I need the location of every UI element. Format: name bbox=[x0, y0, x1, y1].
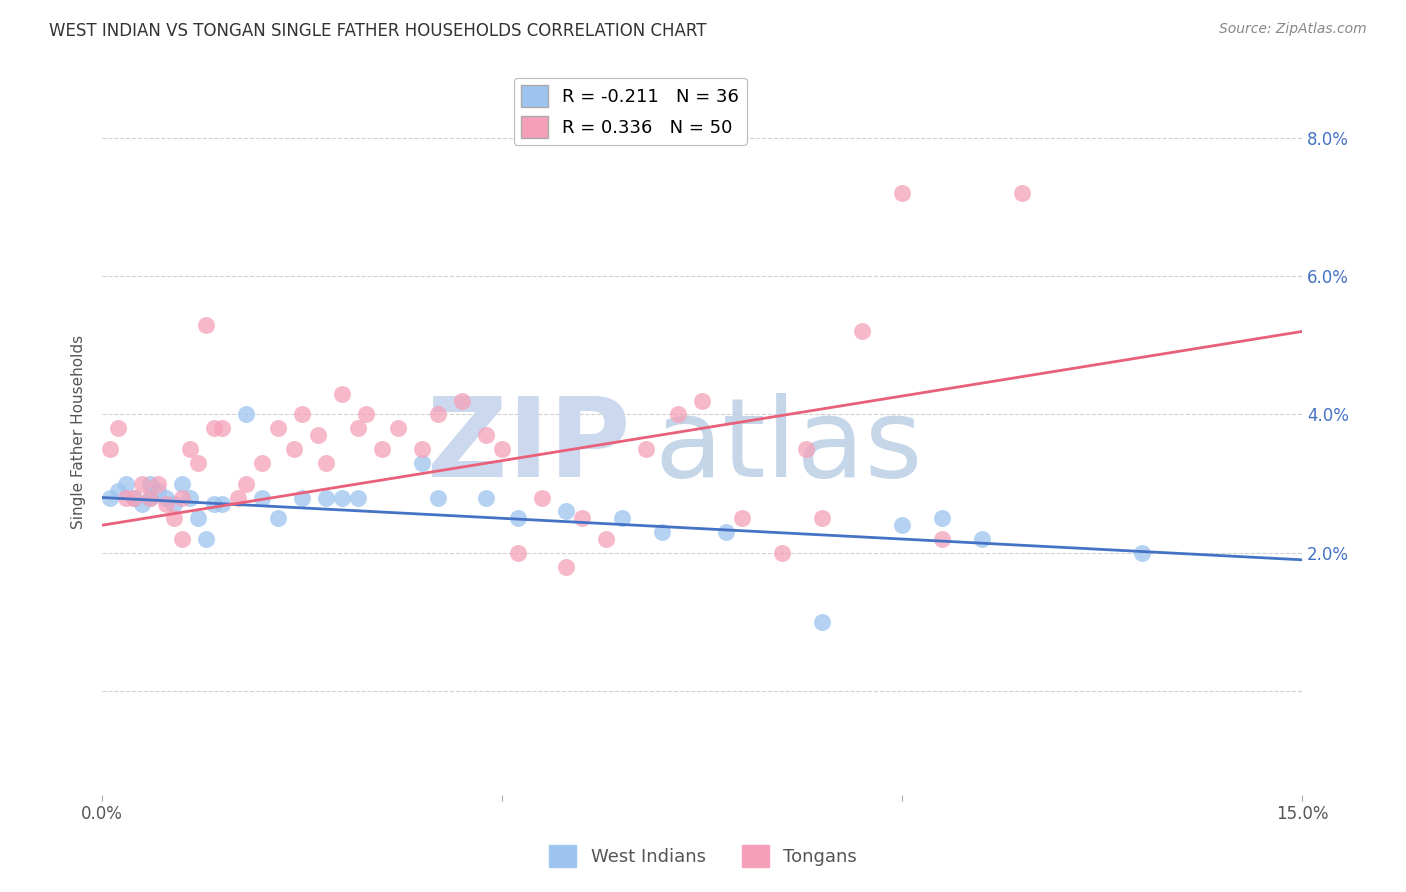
Point bbox=[651, 525, 673, 540]
Point bbox=[139, 476, 162, 491]
Point bbox=[148, 476, 170, 491]
Point bbox=[770, 546, 793, 560]
Point bbox=[211, 421, 233, 435]
Point bbox=[172, 476, 194, 491]
Point bbox=[555, 559, 578, 574]
Point bbox=[115, 476, 138, 491]
Point bbox=[98, 442, 121, 456]
Point bbox=[291, 491, 314, 505]
Point bbox=[811, 511, 834, 525]
Point bbox=[139, 491, 162, 505]
Point bbox=[610, 511, 633, 525]
Point bbox=[714, 525, 737, 540]
Point bbox=[226, 491, 249, 505]
Point bbox=[315, 456, 337, 470]
Point bbox=[202, 421, 225, 435]
Point bbox=[172, 532, 194, 546]
Point bbox=[666, 408, 689, 422]
Point bbox=[427, 408, 450, 422]
Point bbox=[931, 532, 953, 546]
Point bbox=[475, 428, 498, 442]
Point bbox=[187, 456, 209, 470]
Legend: R = -0.211   N = 36, R = 0.336   N = 50: R = -0.211 N = 36, R = 0.336 N = 50 bbox=[513, 78, 747, 145]
Point bbox=[354, 408, 377, 422]
Point bbox=[115, 491, 138, 505]
Point bbox=[155, 498, 177, 512]
Point bbox=[195, 532, 218, 546]
Point bbox=[250, 456, 273, 470]
Point bbox=[595, 532, 617, 546]
Point bbox=[891, 518, 914, 533]
Point bbox=[508, 546, 530, 560]
Point bbox=[371, 442, 394, 456]
Point bbox=[411, 442, 433, 456]
Point bbox=[555, 504, 578, 518]
Point bbox=[148, 483, 170, 498]
Point bbox=[1130, 546, 1153, 560]
Point bbox=[851, 325, 873, 339]
Point bbox=[107, 483, 129, 498]
Point bbox=[531, 491, 554, 505]
Point bbox=[235, 476, 257, 491]
Y-axis label: Single Father Households: Single Father Households bbox=[72, 334, 86, 529]
Point bbox=[571, 511, 593, 525]
Point bbox=[195, 318, 218, 332]
Point bbox=[235, 408, 257, 422]
Point bbox=[315, 491, 337, 505]
Text: WEST INDIAN VS TONGAN SINGLE FATHER HOUSEHOLDS CORRELATION CHART: WEST INDIAN VS TONGAN SINGLE FATHER HOUS… bbox=[49, 22, 707, 40]
Point bbox=[172, 491, 194, 505]
Point bbox=[283, 442, 305, 456]
Point bbox=[107, 421, 129, 435]
Legend: West Indians, Tongans: West Indians, Tongans bbox=[541, 838, 865, 874]
Point bbox=[347, 421, 370, 435]
Text: Source: ZipAtlas.com: Source: ZipAtlas.com bbox=[1219, 22, 1367, 37]
Point bbox=[267, 511, 290, 525]
Point bbox=[179, 442, 201, 456]
Point bbox=[131, 498, 153, 512]
Point bbox=[163, 511, 186, 525]
Point bbox=[122, 491, 145, 505]
Point bbox=[891, 186, 914, 200]
Point bbox=[451, 393, 474, 408]
Text: atlas: atlas bbox=[654, 392, 922, 500]
Point bbox=[731, 511, 754, 525]
Point bbox=[330, 491, 353, 505]
Point bbox=[202, 498, 225, 512]
Point bbox=[307, 428, 329, 442]
Point bbox=[155, 491, 177, 505]
Point bbox=[179, 491, 201, 505]
Text: ZIP: ZIP bbox=[427, 392, 630, 500]
Point bbox=[131, 476, 153, 491]
Point bbox=[98, 491, 121, 505]
Point bbox=[931, 511, 953, 525]
Point bbox=[1011, 186, 1033, 200]
Point bbox=[330, 386, 353, 401]
Point bbox=[427, 491, 450, 505]
Point bbox=[508, 511, 530, 525]
Point bbox=[139, 491, 162, 505]
Point bbox=[970, 532, 993, 546]
Point bbox=[491, 442, 513, 456]
Point bbox=[267, 421, 290, 435]
Point bbox=[387, 421, 409, 435]
Point bbox=[250, 491, 273, 505]
Point bbox=[411, 456, 433, 470]
Point bbox=[122, 491, 145, 505]
Point bbox=[794, 442, 817, 456]
Point bbox=[811, 615, 834, 629]
Point bbox=[475, 491, 498, 505]
Point bbox=[211, 498, 233, 512]
Point bbox=[291, 408, 314, 422]
Point bbox=[187, 511, 209, 525]
Point bbox=[690, 393, 713, 408]
Point bbox=[347, 491, 370, 505]
Point bbox=[163, 498, 186, 512]
Point bbox=[636, 442, 658, 456]
